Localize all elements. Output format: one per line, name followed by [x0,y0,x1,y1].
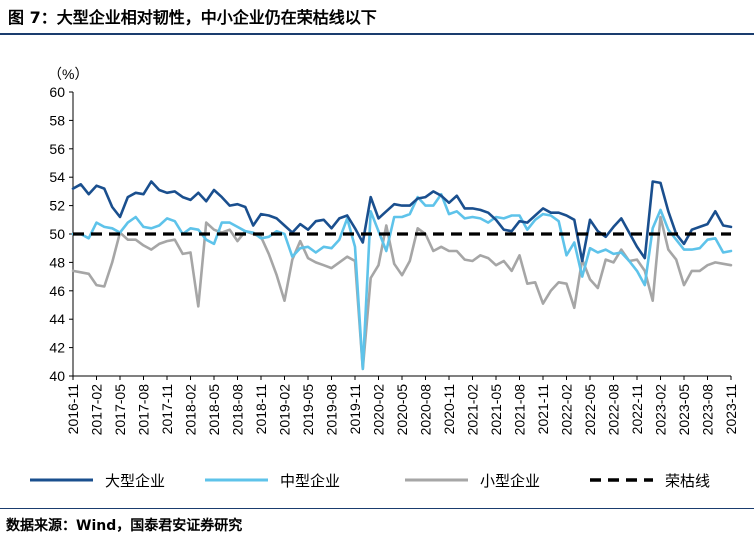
y-tick-label: 44 [49,311,65,327]
title-divider [0,33,754,35]
x-tick-label: 2023-11 [723,384,739,435]
source-divider [0,508,754,509]
chart-axes: 40 42 44 46 48 50 52 54 56 58 60 （%） 2016-11 2017-02 2… [48,66,739,435]
y-tick-label: 50 [49,226,65,242]
x-tick-label: 2022-05 [582,384,598,436]
legend-label-2: 小型企业 [480,472,540,490]
x-tick-label: 2019-02 [277,384,293,436]
x-tick-label: 2017-05 [112,384,128,436]
y-tick-label: 60 [49,84,65,100]
x-tick-label: 2019-11 [347,384,363,435]
x-tick-label: 2021-02 [465,384,481,436]
legend-label-0: 大型企业 [105,472,165,490]
x-tick-label: 2022-02 [559,384,575,436]
x-tick-label: 2022-11 [629,384,645,435]
x-tick-label: 2020-05 [394,384,410,436]
x-tick-label: 2021-11 [535,384,551,435]
source-note: 数据来源：Wind，国泰君安证券研究 [6,518,243,534]
x-tick-label: 2018-11 [253,384,269,435]
chart-legend: 大型企业 中型企业 小型企业 荣枯线 [30,472,710,490]
x-tick-label: 2023-08 [700,384,716,436]
x-tick-label: 2019-08 [324,384,340,436]
legend-label-3: 荣枯线 [665,472,710,490]
chart-series [71,180,733,371]
y-tick-label: 58 [49,112,65,128]
legend-label-1: 中型企业 [280,472,340,490]
y-tick-label: 52 [49,198,65,214]
y-tick-label: 48 [49,254,65,270]
x-tick-label: 2023-02 [653,384,669,436]
x-tick-label: 2017-11 [159,384,175,435]
x-tick-label: 2022-08 [606,384,622,436]
x-tick-label: 2017-02 [89,384,105,436]
x-tick-label: 2017-08 [136,384,152,436]
y-tick-label: 54 [49,169,65,185]
figure-title: 图 7：大型企业相对韧性，中小企业仍在荣枯线以下 [8,8,377,27]
y-tick-label: 56 [49,141,65,157]
x-tick-label: 2018-08 [230,384,246,436]
y-axis-unit-label: （%） [48,66,88,82]
y-tick-label: 40 [49,368,65,384]
y-tick-label: 46 [49,283,65,299]
x-tick-label: 2016-11 [65,384,81,435]
series-line-2 [71,215,733,371]
x-tick-label: 2020-08 [418,384,434,436]
x-tick-label: 2020-02 [371,384,387,436]
x-tick-label: 2019-05 [300,384,316,436]
x-tick-label: 2020-11 [441,384,457,435]
x-tick-label: 2023-05 [676,384,692,436]
series-line-1 [71,192,733,371]
x-tick-label: 2021-05 [488,384,504,436]
x-tick-label: 2021-08 [512,384,528,436]
series-line-0 [71,180,733,263]
x-tick-label: 2018-05 [206,384,222,436]
x-tick-label: 2018-02 [183,384,199,436]
y-tick-label: 42 [49,340,65,356]
